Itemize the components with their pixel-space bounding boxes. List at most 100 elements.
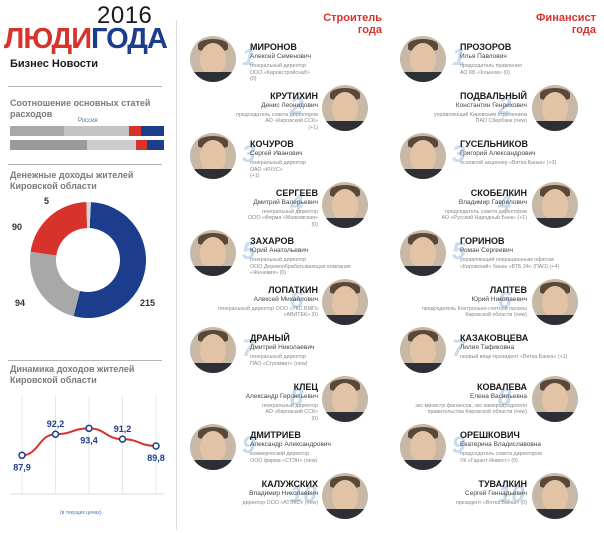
- person-full-name: Юрий Анатольевич: [250, 247, 309, 254]
- person-surname: ОРЕШКОВИЧ: [460, 430, 520, 440]
- person-company: АО «Кировский ССК»: [265, 409, 318, 415]
- expenses-bar-kirov: [10, 126, 164, 136]
- donut-slice: [73, 202, 147, 318]
- person-surname: СЕРГЕЕВ: [275, 187, 318, 198]
- builders-header-line1: Строитель: [323, 12, 382, 24]
- portrait-photo: [400, 133, 446, 179]
- person-company: ПАО Сбербанк (new): [475, 118, 527, 124]
- person-full-name: Григорий Александрович: [460, 150, 536, 157]
- person-position: генеральный директор: [261, 208, 318, 215]
- person-company: АО «Русский Народный Банк» (+1): [441, 215, 527, 221]
- portrait-photo: [532, 181, 578, 228]
- person-company: ПАО «Стромвит» (new): [250, 360, 308, 367]
- person-position: коммерческий директор: [250, 451, 310, 457]
- year-label: 2016: [97, 2, 153, 29]
- divider: [8, 360, 162, 361]
- person-position: председатель совета директоров: [445, 208, 527, 215]
- rank-number: 8: [498, 383, 512, 411]
- rank-number: 1: [452, 44, 466, 71]
- chart-footnote: (в текущих ценах): [60, 510, 102, 516]
- portrait-photo: [322, 278, 368, 325]
- person-surname: ТУВАЛКИН: [478, 478, 527, 489]
- person-company: АО КБ «Хлынов» (0): [460, 69, 510, 76]
- data-point: [152, 442, 160, 450]
- portrait-photo: [190, 327, 236, 373]
- builders-header-line2: года: [357, 24, 382, 36]
- person-full-name: Сергей Иванович: [250, 150, 303, 157]
- bar-segment: [10, 140, 87, 150]
- portrait-photo: [190, 230, 236, 276]
- person-position: генеральный директор: [250, 257, 307, 263]
- person-surname: ПОДВАЛЬНЫЙ: [460, 90, 527, 101]
- person-full-name: Екатерина Владиславовна: [460, 441, 542, 448]
- portrait-photo: [190, 133, 236, 179]
- person-surname: КАЗАКОВЦЕВА: [460, 333, 529, 343]
- person-full-name: Константин Генрихович: [455, 101, 527, 109]
- person-surname: ДРАНЫЙ: [250, 333, 290, 343]
- person-position: президент «Вятка Банка» (0): [455, 499, 527, 506]
- bar-segment: [63, 126, 129, 136]
- person-position: генеральный директор: [250, 63, 307, 69]
- rank-number: 9: [452, 432, 466, 459]
- portrait-photo: [190, 424, 236, 470]
- builders-header: Строитель года: [300, 12, 382, 36]
- portrait-photo: [322, 375, 368, 422]
- financiers-header-line2: года: [571, 24, 596, 36]
- person-company: ОАО «КЧУС»: [250, 166, 283, 173]
- divider: [8, 86, 162, 87]
- expenses-title: Соотношение основных статей расходов: [10, 98, 151, 119]
- data-label: 89,8: [147, 453, 165, 463]
- bar-segment: [140, 126, 164, 136]
- person-position: основной акционер «Вятка Банка» (+3): [460, 160, 557, 166]
- data-point: [85, 424, 93, 433]
- person-full-name: Роман Сергеевич: [460, 247, 513, 254]
- bar-segment: [10, 126, 64, 136]
- person-company: УК «Гарант-Инвест» (0): [460, 457, 518, 464]
- rank-number: 8: [290, 383, 304, 411]
- rank-number: 4: [498, 189, 512, 217]
- person-company: ООО фирма «СТЭН» (new): [250, 457, 318, 464]
- person-full-name: Алексей Михайлович: [253, 295, 318, 303]
- portrait-photo: [400, 230, 446, 276]
- person-full-name: Дмитрий Валерьевич: [253, 198, 318, 206]
- person-surname: КОЧУРОВ: [250, 139, 294, 149]
- portrait-photo: [400, 424, 446, 470]
- portrait-photo: [190, 36, 236, 82]
- donut-slice: [29, 251, 81, 317]
- person-surname: МИРОНОВ: [250, 42, 297, 52]
- rank-number: 4: [290, 189, 304, 217]
- person-rating-change: (0): [250, 76, 257, 82]
- person-position: генеральный директор: [250, 160, 307, 166]
- donut-slice: [86, 202, 91, 229]
- person-surname: СКОБЕЛКИН: [470, 187, 527, 198]
- portrait-photo: [532, 472, 578, 519]
- portrait-photo: [322, 472, 368, 519]
- rank-number: 9: [242, 432, 256, 459]
- data-point: [51, 430, 60, 438]
- person-surname: ГУСЕЛЬНИКОВ: [460, 139, 528, 149]
- portrait-photo: [322, 181, 368, 228]
- data-label: 93,4: [80, 435, 98, 445]
- person-position: первый вице-президент «Вятка Банка» (+1): [460, 354, 568, 360]
- rank-number: 2: [290, 92, 304, 120]
- rank-number: 6: [290, 286, 304, 314]
- portrait-photo: [400, 36, 446, 82]
- data-label: 92,2: [47, 419, 65, 429]
- person-company: «Кировский» банка «ВТБ 24» (ПАО) (+4): [460, 263, 560, 270]
- rank-number: 5: [242, 238, 256, 265]
- portrait-photo: [532, 375, 578, 422]
- rank-number: 6: [498, 286, 512, 314]
- person-full-name: Алексей Семенович: [250, 53, 312, 60]
- person-surname: ГОРИНОВ: [460, 236, 505, 246]
- rank-number: 10: [498, 480, 525, 508]
- data-label: 91,2: [114, 424, 132, 434]
- donut-slice: [30, 202, 88, 256]
- person-rating-change: «Женевия» (0): [250, 270, 287, 276]
- rank-number: 2: [498, 92, 512, 120]
- person-full-name: Лилия Тафиковна: [460, 344, 515, 351]
- person-full-name: Владимир Николаевич: [249, 489, 318, 497]
- person-full-name: Денис Леонидович: [261, 101, 318, 109]
- person-position: директор ООО «АТЭКС» (new): [242, 499, 318, 506]
- person-full-name: Александр Александрович: [250, 441, 331, 448]
- person-company: ООО «Фирма «Маяковская»: [248, 215, 318, 221]
